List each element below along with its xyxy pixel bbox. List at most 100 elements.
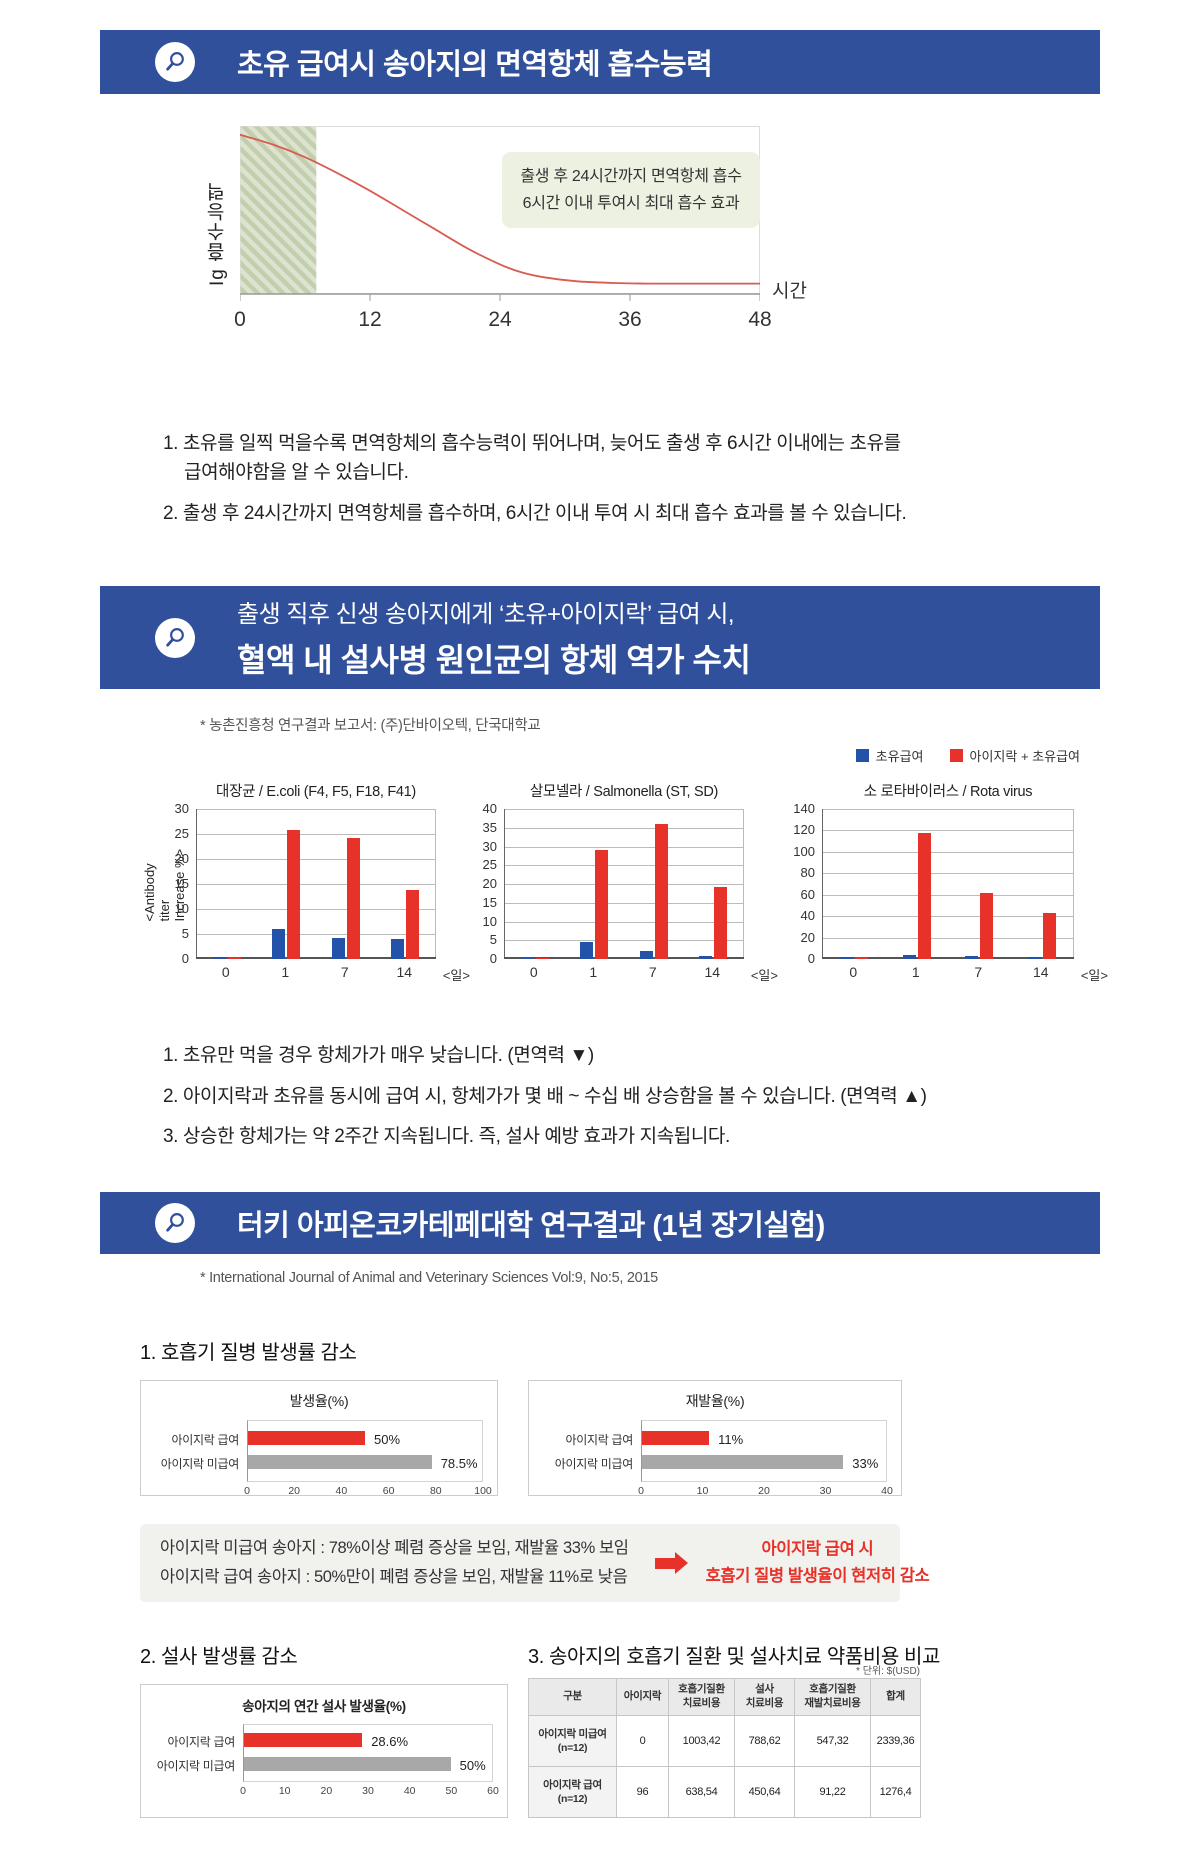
line-chart-plot: 출생 후 24시간까지 면역항체 흡수 6시간 이내 투여시 최대 흡수 효과 … xyxy=(234,126,840,338)
gridline xyxy=(505,884,743,885)
y-tick-label: 0 xyxy=(489,951,497,966)
bar xyxy=(840,957,854,959)
y-tick-label: 40 xyxy=(800,908,815,924)
bar xyxy=(714,886,728,959)
y-tick-label: 120 xyxy=(793,822,815,838)
header-row: 구분 아이지락 호흡기질환 치료비용 설사 치료비용 호흡기질환 재발치료비용 합계 xyxy=(528,1678,921,1716)
gridline xyxy=(823,937,1073,939)
value-cell: 91,22 xyxy=(794,1766,871,1818)
bar xyxy=(699,956,713,959)
bar xyxy=(1042,912,1056,959)
gridline xyxy=(505,827,743,829)
bar xyxy=(287,830,301,959)
bar xyxy=(520,957,534,959)
note-1: 1. 초유만 먹을 경우 항체가가 매우 낮습니다. (면역력 ▼) xyxy=(163,1045,594,1066)
magnifier-glyph xyxy=(166,627,184,647)
y-tick-label: 100 xyxy=(793,843,815,859)
header-cell: 구분 xyxy=(528,1678,617,1716)
table-head: 구분 아이지락 호흡기질환 치료비용 설사 치료비용 호흡기질환 재발치료비용 합계 xyxy=(528,1678,921,1716)
magnifier-glyph xyxy=(166,1213,184,1232)
row-label: 아이지락 급여 xyxy=(171,1433,240,1447)
banner2-line-2: 혈액 내 설사병 원인균의 항체 역가 수치 xyxy=(237,642,751,678)
grouped-bar-chart: 대장균 / E.coli (F4, F5, F18, F41) <Antibody… xyxy=(142,780,470,983)
summary-line-1: 아이지락 미급여 송아지 : 78%이상 폐렴 증상을 보임, 재발율 33% … xyxy=(160,1539,629,1558)
table-unit-note: * 단위: $(USD) xyxy=(856,1666,920,1677)
value-cell: 1003,42 xyxy=(668,1715,735,1767)
highlight-line-2: 호흡기 질병 발생율이 현저히 감소 xyxy=(705,1567,930,1585)
x-tick-label: 48 xyxy=(748,308,772,331)
ig-absorption-chart: Ig 흡수능력 출생 후 24시간까지 면역항체 흡수 6시간 이내 투여시 최… xyxy=(198,126,840,338)
y-tick-label: 5 xyxy=(489,932,497,948)
banner-antibody-titer: 출생 직후 신생 송아지에게 ‘초유+아이지락’ 급여 시, 혈액 내 설사병 … xyxy=(100,586,1100,689)
annotation-line-2: 6시간 이내 투여시 최대 흡수 효과 xyxy=(522,195,740,213)
chart-body: 0 5 10 15 20 25 30 35 40 xyxy=(474,801,744,966)
row-label: 아이지락 미급여 xyxy=(156,1759,236,1773)
value-cell: 638,54 xyxy=(668,1766,735,1818)
x-tick-label: 12 xyxy=(358,308,382,331)
y-axis: 0 20 40 60 80 100 120 140 xyxy=(782,801,822,966)
hbar-chart-title: 재발율(%) xyxy=(685,1393,745,1409)
x-axis-labels: 0 1 7 14 <일> xyxy=(504,964,778,983)
gridline xyxy=(197,859,435,860)
x-axis-labels: 0 1 7 14 <일> xyxy=(196,964,470,983)
magnifier-icon xyxy=(155,1203,195,1243)
x-axis-ticks: 0 10 20 30 40 xyxy=(638,1482,893,1498)
gridline xyxy=(505,846,743,848)
plot-area xyxy=(822,809,1074,959)
y-tick-label: 15 xyxy=(482,894,497,910)
plot-area: 11% 33% xyxy=(641,1420,887,1482)
bar xyxy=(917,832,931,959)
header-cell: 아이지락 xyxy=(616,1678,669,1716)
bar-group-day-1 xyxy=(257,830,317,959)
banner2-text: 출생 직후 신생 송아지에게 ‘초유+아이지락’ 급여 시, 혈액 내 설사병 … xyxy=(237,594,751,681)
row-labels: 아이지락 급여 아이지락 미급여 xyxy=(151,1724,243,1780)
value-cell: 0 xyxy=(616,1715,669,1767)
section2-source-note: * 농촌진흥청 연구결과 보고서: (주)단바이오텍, 단국대학교 xyxy=(200,718,541,734)
row-label-cell: 아이지락 급여 (n=12) xyxy=(528,1766,617,1818)
table-row: 아이지락 미급여 (n=12) 0 1003,42 788,62 547,32 2339,3… xyxy=(528,1715,921,1767)
banner2-line-1: 출생 직후 신생 송아지에게 ‘초유+아이지락’ 급여 시, xyxy=(237,601,735,628)
grouped-bar-chart: 살모넬라 / Salmonella (ST, SD) 0 5 10 15 20 25 30 35… xyxy=(474,780,778,983)
legend-item-iglac: 아이지락 + 초유급여 xyxy=(949,746,1080,765)
magnifier-glyph xyxy=(166,52,184,71)
x-tick-label: 1 xyxy=(589,964,598,980)
x-tick-label: 50 xyxy=(445,1785,458,1797)
line-chart-ylabel: Ig 흡수능력 xyxy=(207,181,228,287)
x-axis-unit: <일> xyxy=(1080,968,1108,983)
value-cell: 96 xyxy=(616,1766,669,1818)
x-tick-label: 80 xyxy=(429,1485,442,1497)
x-tick-label: 14 xyxy=(1032,964,1049,980)
plot-area xyxy=(504,809,744,959)
x-tick-label: 0 xyxy=(234,308,246,331)
row-label-cell: 아이지락 미급여 (n=12) xyxy=(528,1715,617,1767)
note-2: 2. 아이지락과 초유를 동시에 급여 시, 항체가가 몇 배 ~ 수십 배 상… xyxy=(163,1085,927,1107)
y-tick-label: 0 xyxy=(181,951,189,966)
bar-group-day-1 xyxy=(886,832,949,959)
gridline xyxy=(197,934,435,935)
bar xyxy=(272,929,286,959)
bar-value-label: 33% xyxy=(852,1456,879,1471)
y-tick-label: 10 xyxy=(482,913,497,929)
value-cell: 788,62 xyxy=(734,1715,795,1767)
row-label: 아이지락 급여 xyxy=(565,1433,634,1447)
bar xyxy=(642,1431,710,1445)
bar xyxy=(965,956,979,959)
bar xyxy=(642,1455,844,1469)
bar xyxy=(980,892,994,959)
banner-colostrum-absorption: 초유 급여시 송아지의 면역항체 흡수능력 xyxy=(100,30,1100,94)
x-tick-label: 40 xyxy=(335,1485,348,1497)
bar xyxy=(244,1757,451,1771)
y-tick-label: 20 xyxy=(174,851,189,866)
y-tick-label: 25 xyxy=(174,826,189,841)
bar-group-day-7 xyxy=(316,838,376,959)
plot-column: 11% 33% 0 10 20 30 40 xyxy=(638,1420,893,1498)
x-tick-label: 100 xyxy=(474,1485,492,1497)
y-tick-label: 30 xyxy=(482,838,497,854)
note-2: 2. 출생 후 24시간까지 면역항체를 흡수하며, 6시간 이내 투여 시 최… xyxy=(163,503,907,524)
gridline xyxy=(823,851,1073,853)
bar-groups xyxy=(823,809,1073,959)
bar-group-day-0 xyxy=(505,957,565,959)
gridline xyxy=(823,873,1073,875)
cost-table-element: 구분 아이지락 호흡기질환 치료비용 설사 치료비용 호흡기질환 재발치료비용 합계 아이지락 미… xyxy=(528,1678,921,1818)
hbar-content: 아이지락 급여 아이지락 미급여 28.6% 50% 0 10 20 30 40 50 60 xyxy=(151,1724,499,1798)
